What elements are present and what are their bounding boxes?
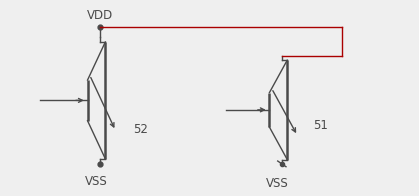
Text: 51: 51 [313,119,328,132]
Text: VSS: VSS [84,175,107,188]
Text: VSS: VSS [266,177,289,190]
Text: 52: 52 [133,123,148,136]
Text: VDD: VDD [87,9,113,22]
